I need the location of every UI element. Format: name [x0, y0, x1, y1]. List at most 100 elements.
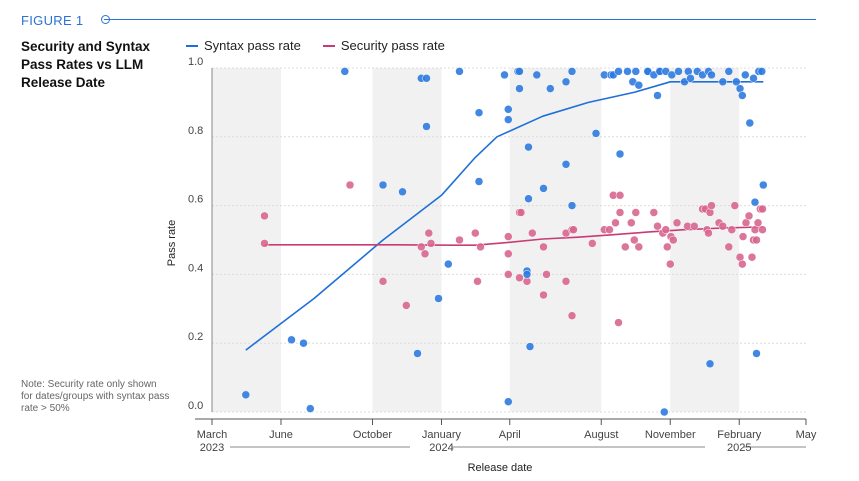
figure-label: FIGURE 1: [21, 13, 84, 28]
syntax-point-26: [524, 142, 533, 152]
syntax-point-41: [623, 67, 632, 76]
security-point-40: [631, 208, 641, 217]
security-trend-line: [264, 226, 764, 246]
syntax-point-22: [515, 84, 524, 93]
shaded-period-2: [509, 68, 602, 412]
syntax-point-34: [567, 201, 577, 210]
security-point-23: [542, 270, 551, 279]
security-point-39: [630, 235, 639, 245]
security-point-52: [690, 221, 699, 231]
legend-item-syntax: Syntax pass rate: [186, 38, 301, 53]
syntax-point-16: [500, 70, 509, 80]
security-point-43: [653, 221, 662, 231]
security-point-4: [402, 301, 411, 310]
x-tick-label-1: June: [269, 429, 293, 441]
y-tick-label-2: 0.4: [188, 262, 203, 274]
security-point-50: [672, 218, 682, 228]
shaded-period-3: [670, 68, 740, 412]
syntax-point-10: [422, 122, 431, 131]
security-point-21: [539, 290, 548, 300]
security-point-69: [747, 252, 757, 262]
syntax-point-28: [532, 70, 542, 80]
y-tick-label-5: 1.0: [188, 56, 203, 68]
security-point-11: [473, 277, 482, 286]
syntax-point-75: [759, 180, 768, 190]
security-point-37: [621, 242, 630, 252]
security-point-41: [634, 242, 644, 252]
syntax-point-24: [522, 270, 532, 279]
syntax-point-27: [525, 342, 535, 351]
security-point-33: [611, 218, 620, 228]
syntax-point-32: [561, 160, 571, 169]
security-point-75: [758, 204, 767, 214]
security-point-28: [569, 225, 578, 234]
syntax-point-54: [674, 67, 683, 76]
security-point-6: [420, 249, 430, 259]
syntax-point-64: [724, 67, 734, 76]
security-point-10: [471, 228, 480, 238]
security-point-73: [753, 218, 763, 228]
syntax-point-67: [738, 91, 747, 100]
syntax-point-15: [474, 177, 484, 186]
x-tick-label-7: February: [717, 429, 762, 441]
legend-swatch-security: [322, 44, 335, 47]
security-point-12: [476, 242, 485, 252]
security-point-34: [614, 318, 623, 327]
syntax-points: [241, 67, 768, 417]
x-tick-year-7: 2025: [727, 442, 751, 454]
security-point-38: [627, 218, 636, 228]
syntax-point-35: [591, 129, 601, 138]
y-tick-label-0: 0.0: [188, 400, 203, 412]
legend-label-security: Security pass rate: [340, 38, 445, 53]
syntax-point-4: [340, 67, 350, 76]
syntax-point-63: [718, 77, 728, 87]
x-tick-year-0: 2023: [200, 442, 224, 454]
trend-lines: [245, 81, 764, 351]
syntax-point-1: [287, 335, 296, 345]
y-axis-title: Pass rate: [166, 220, 178, 266]
syntax-point-62: [707, 70, 716, 80]
syntax-point-31: [561, 77, 571, 87]
x-tick-label-0: March: [197, 429, 228, 441]
security-point-22: [539, 242, 548, 252]
syntax-point-6: [398, 187, 407, 197]
legend-item-security: Security pass rate: [322, 38, 445, 53]
security-point-1: [260, 239, 269, 248]
syntax-point-21: [515, 67, 524, 76]
security-point-14: [504, 249, 513, 259]
syntax-point-43: [631, 67, 641, 76]
y-tick-labels: 0.0 0.2 0.4 0.6 0.8 1.0: [188, 56, 203, 412]
security-point-26: [567, 311, 577, 320]
syntax-point-68: [741, 70, 750, 80]
security-point-0: [260, 211, 269, 221]
security-point-58: [707, 201, 716, 210]
security-point-31: [605, 225, 614, 234]
syntax-point-19: [504, 105, 513, 114]
security-point-76: [758, 225, 767, 234]
syntax-point-7: [413, 349, 422, 358]
security-point-9: [455, 235, 464, 245]
syntax-point-11: [434, 294, 443, 303]
security-point-62: [727, 225, 737, 234]
syntax-point-39: [614, 67, 623, 76]
syntax-point-72: [752, 349, 761, 358]
syntax-point-3: [306, 404, 315, 413]
security-point-42: [649, 208, 659, 217]
syntax-point-9: [422, 74, 431, 83]
security-point-56: [704, 228, 713, 238]
security-point-47: [666, 259, 675, 269]
x-tick-label-2: October: [353, 429, 392, 441]
syntax-point-51: [660, 407, 669, 417]
syntax-point-25: [524, 194, 533, 203]
shaded-period-0: [212, 68, 281, 412]
syntax-point-5: [378, 180, 388, 190]
security-point-16: [515, 273, 524, 283]
syntax-point-44: [634, 80, 644, 90]
security-point-7: [424, 228, 434, 238]
security-point-8: [426, 239, 436, 248]
legend-label-syntax: Syntax pass rate: [204, 38, 301, 53]
security-point-49: [669, 235, 678, 245]
security-point-18: [516, 208, 526, 217]
syntax-point-53: [667, 70, 677, 80]
